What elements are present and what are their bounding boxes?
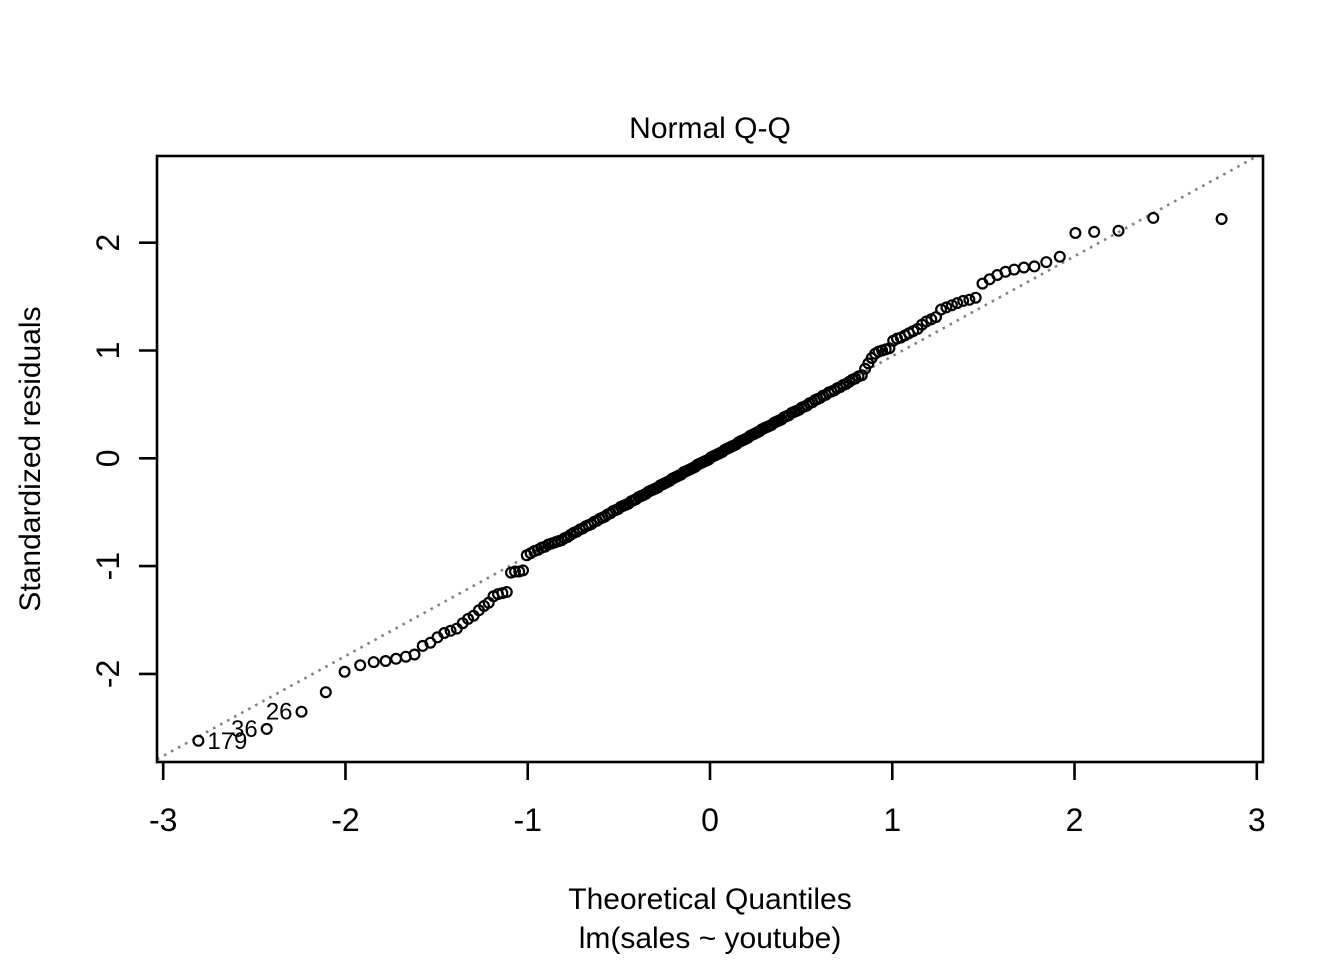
y-axis-label: Standardized residuals xyxy=(14,306,47,612)
x-tick-label: 3 xyxy=(1248,802,1266,838)
x-axis-label: Theoretical Quantiles xyxy=(568,883,852,916)
point-id-label: 179 xyxy=(207,728,247,755)
x-tick-label: 1 xyxy=(883,802,901,838)
data-point xyxy=(1017,261,1030,274)
point-id-label: 36 xyxy=(231,716,258,743)
x-tick-label: -2 xyxy=(331,802,359,838)
data-point xyxy=(295,705,308,718)
x-tick-label: -3 xyxy=(149,802,177,838)
data-point xyxy=(957,294,970,307)
data-point xyxy=(1088,225,1101,238)
data-point xyxy=(509,565,522,578)
data-point xyxy=(338,665,351,678)
data-point xyxy=(1028,260,1041,273)
data-point xyxy=(1069,227,1082,240)
x-axis-sublabel: lm(sales ~ youtube) xyxy=(578,922,842,955)
point-id-label: 26 xyxy=(266,699,293,726)
data-point xyxy=(260,722,273,735)
data-point xyxy=(945,299,958,312)
data-point xyxy=(444,624,457,637)
data-point xyxy=(855,369,868,382)
data-point xyxy=(192,734,205,747)
data-point xyxy=(969,291,982,304)
data-point xyxy=(1112,224,1125,237)
data-point xyxy=(963,293,976,306)
data-point xyxy=(828,384,841,397)
y-tick-label: -2 xyxy=(90,660,126,688)
data-point xyxy=(951,297,964,310)
y-tick-label: 2 xyxy=(90,234,126,252)
data-point xyxy=(354,659,367,672)
data-point xyxy=(500,585,513,598)
data-point xyxy=(390,652,403,665)
data-point xyxy=(1147,211,1160,224)
data-point xyxy=(1040,256,1053,269)
data-point xyxy=(940,301,953,314)
y-tick-label: -1 xyxy=(90,552,126,580)
y-tick-label: 1 xyxy=(90,342,126,360)
data-point xyxy=(438,626,451,639)
data-point xyxy=(516,564,529,577)
data-point xyxy=(319,686,332,699)
x-tick-label: -1 xyxy=(514,802,542,838)
x-tick-label: 0 xyxy=(701,802,719,838)
x-tick-label: 2 xyxy=(1066,802,1084,838)
data-point xyxy=(408,648,421,661)
y-tick-label: 0 xyxy=(90,449,126,467)
data-point xyxy=(1053,250,1066,263)
data-point xyxy=(379,654,392,667)
data-point xyxy=(1215,213,1228,226)
chart-title: Normal Q-Q xyxy=(629,112,791,145)
data-point xyxy=(367,656,380,669)
reference-line xyxy=(157,156,1261,761)
